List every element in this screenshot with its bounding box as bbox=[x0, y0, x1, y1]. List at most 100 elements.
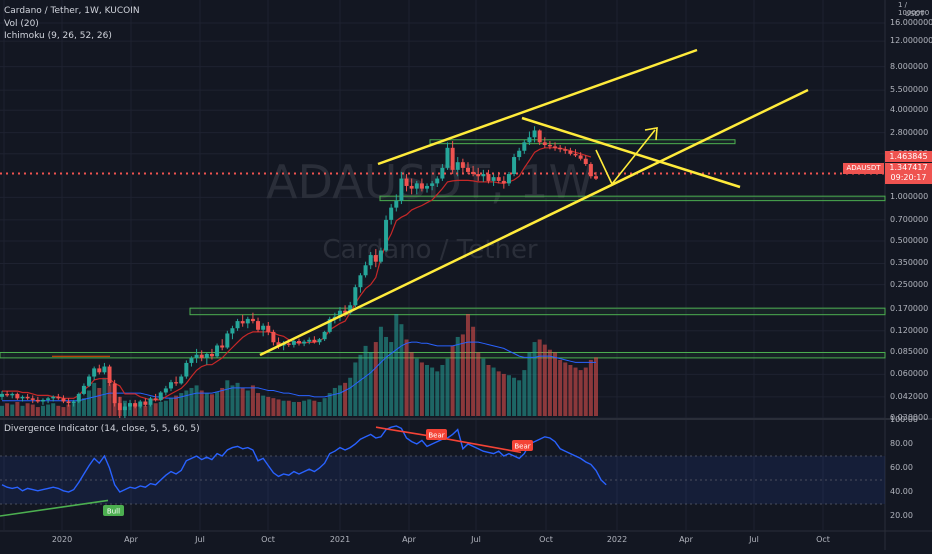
candle-body bbox=[465, 167, 470, 172]
volume-bar bbox=[46, 404, 51, 416]
volume-bar bbox=[378, 326, 383, 416]
candle-body bbox=[158, 392, 163, 400]
volume-bar bbox=[425, 365, 430, 416]
legend-volume[interactable]: Vol (20) bbox=[4, 19, 39, 29]
currency-multiplier: 1 / 1000000 bbox=[898, 1, 930, 17]
volume-bar bbox=[297, 401, 301, 416]
candle-body bbox=[588, 164, 593, 177]
candle-body bbox=[506, 174, 511, 184]
support-resistance-zones[interactable] bbox=[0, 139, 886, 359]
watermark: ADAUSDT, 1W Cardano / Tether bbox=[266, 155, 594, 265]
candle-body bbox=[291, 341, 296, 345]
candle-body bbox=[419, 183, 424, 189]
candle-body bbox=[66, 401, 71, 404]
volume-bar bbox=[512, 377, 517, 416]
candle-body bbox=[240, 321, 245, 324]
legend-ichimoku[interactable]: Ichimoku (9, 26, 52, 26) bbox=[4, 31, 112, 41]
candle-body bbox=[215, 345, 220, 357]
time-tick-label: Jul bbox=[195, 535, 205, 544]
candle-body bbox=[112, 383, 117, 404]
volume-bar bbox=[568, 365, 573, 416]
volume-bar bbox=[384, 336, 389, 416]
legend-symbol[interactable]: Cardano / Tether, 1W, KUCOIN bbox=[4, 6, 140, 16]
candle-body bbox=[425, 185, 430, 189]
price-label-current: 1.463845 bbox=[885, 151, 932, 162]
candle-body bbox=[322, 331, 327, 340]
divergence-oscillator-line bbox=[1, 425, 607, 493]
price-tick-label: 0.120000 bbox=[890, 325, 929, 335]
candle-body bbox=[209, 353, 214, 357]
volume-bar bbox=[5, 403, 10, 416]
bear-divergence-line-1 bbox=[375, 426, 436, 438]
candle-body bbox=[327, 318, 332, 332]
volume-bar bbox=[10, 404, 15, 416]
volume-bar bbox=[168, 398, 173, 416]
projection-arrow bbox=[595, 129, 656, 186]
candle-body bbox=[163, 388, 168, 393]
volume-bar bbox=[332, 387, 337, 416]
candle-body bbox=[297, 341, 301, 344]
watermark-name: Cardano / Tether bbox=[322, 235, 538, 265]
bear-divergence-label-2-box bbox=[512, 440, 533, 451]
time-tick-label: Apr bbox=[402, 535, 416, 544]
candle-body bbox=[225, 333, 230, 348]
candle-body bbox=[594, 176, 598, 179]
volume-bar bbox=[35, 407, 40, 416]
candle-body bbox=[583, 158, 588, 165]
oscillator-tick-label: 80.00 bbox=[890, 439, 913, 448]
time-tick-label: 2022 bbox=[606, 535, 628, 544]
zone-box bbox=[379, 195, 886, 202]
volume-bar bbox=[542, 344, 547, 416]
candle-body bbox=[343, 310, 348, 313]
legend-divergence[interactable]: Divergence Indicator (14, close, 5, 5, 6… bbox=[4, 424, 200, 434]
candle-body bbox=[148, 398, 153, 405]
price-tick-label: 2.800000 bbox=[890, 127, 929, 137]
volume-bar bbox=[430, 367, 435, 416]
last-price-badge: 1.347417 09:20:17 bbox=[885, 163, 932, 184]
bull-divergence-label: Bull bbox=[103, 505, 124, 516]
candle-body bbox=[194, 354, 199, 358]
bear-divergence-line-2 bbox=[434, 436, 522, 454]
volume-bar bbox=[450, 345, 455, 416]
candle-body bbox=[368, 255, 373, 266]
volume-bar bbox=[486, 365, 491, 416]
volume-bar bbox=[148, 404, 153, 416]
volume-bar bbox=[61, 407, 66, 416]
volume-bar bbox=[25, 403, 30, 416]
zone-box bbox=[189, 307, 886, 316]
volume-bar bbox=[97, 387, 102, 416]
volume-bar bbox=[256, 393, 261, 416]
candle-body bbox=[256, 321, 261, 330]
volume-bar bbox=[40, 405, 45, 416]
candle-body bbox=[481, 174, 486, 177]
candle-body bbox=[373, 255, 378, 262]
symbol-badge: ADAUSDT bbox=[843, 163, 884, 174]
price-tick-label: 16.000000 bbox=[890, 18, 932, 27]
candle-body bbox=[399, 178, 404, 201]
candle-body bbox=[117, 403, 122, 411]
volume-bar bbox=[102, 377, 107, 416]
candle-body bbox=[547, 145, 552, 147]
candle-body bbox=[553, 146, 558, 148]
candle-body bbox=[35, 399, 40, 402]
volume-bar bbox=[261, 395, 266, 416]
candle-body bbox=[92, 368, 97, 377]
volume-bar bbox=[87, 390, 92, 416]
candle-body bbox=[87, 376, 92, 386]
candle-body bbox=[245, 318, 250, 324]
price-tick-label: 8.000000 bbox=[890, 61, 929, 71]
volume-bar bbox=[174, 395, 179, 416]
volume-bar bbox=[56, 405, 61, 416]
volume-bar bbox=[133, 404, 138, 416]
candle-body bbox=[30, 398, 35, 400]
drawings[interactable] bbox=[0, 48, 885, 357]
volume-bar bbox=[189, 387, 194, 416]
candle-body bbox=[51, 396, 56, 399]
lower-trendline bbox=[259, 88, 809, 357]
time-tick-label: Jul bbox=[471, 535, 481, 544]
candle-body bbox=[445, 147, 450, 168]
watermark-ticker: ADAUSDT, 1W bbox=[266, 155, 594, 209]
volume-bar bbox=[92, 382, 97, 416]
ichimoku-base-line bbox=[2, 147, 592, 401]
